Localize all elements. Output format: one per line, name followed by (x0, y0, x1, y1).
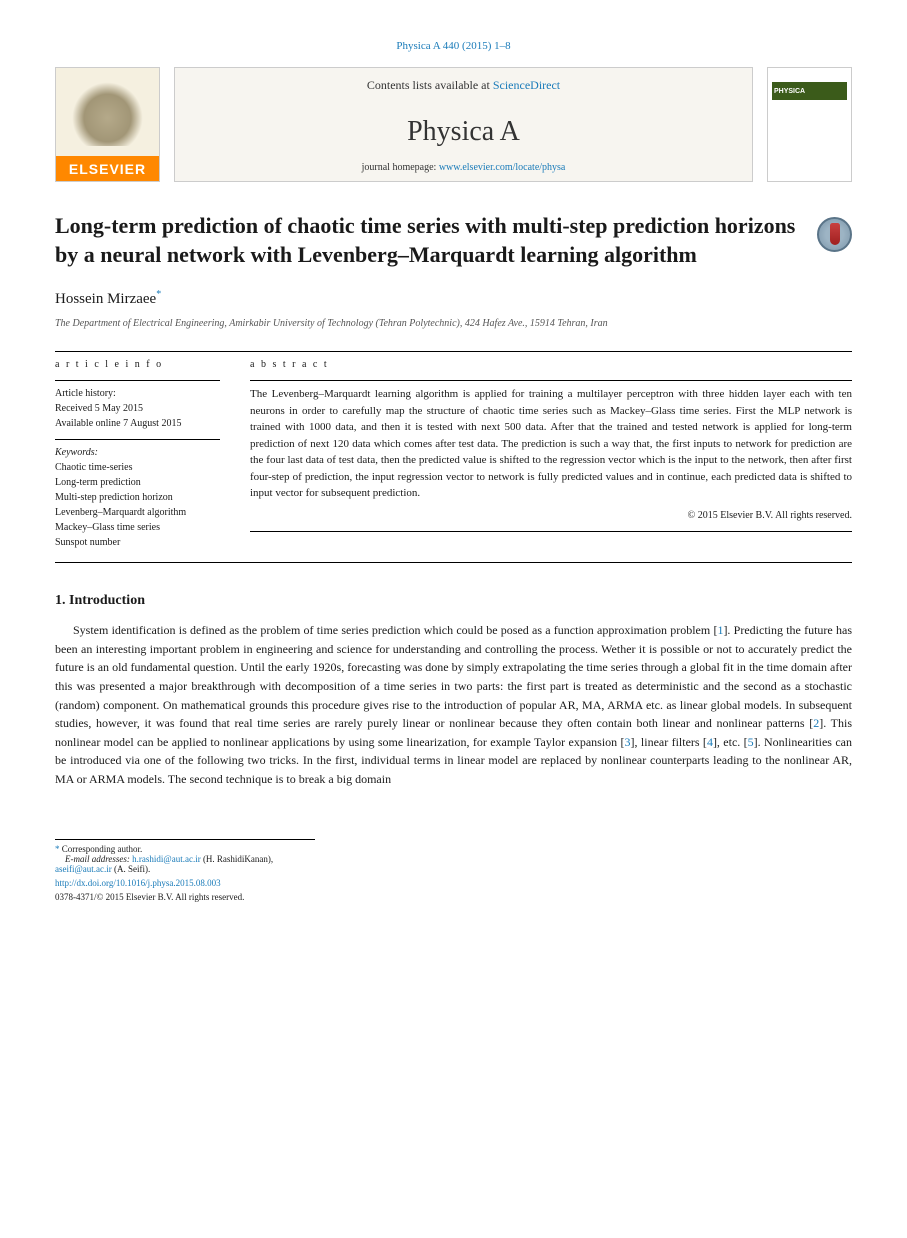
abstract-heading: a b s t r a c t (250, 357, 852, 372)
journal-header: ELSEVIER Contents lists available at Sci… (55, 67, 852, 182)
history-line: Received 5 May 2015 (55, 401, 220, 416)
info-hline (55, 380, 220, 381)
email-mid: (H. RashidiKanan), (201, 854, 273, 864)
affiliation: The Department of Electrical Engineering… (55, 318, 852, 329)
email-1-link[interactable]: h.rashidi@aut.ac.ir (132, 854, 201, 864)
email-prefix: E-mail addresses: (65, 854, 132, 864)
corresponding-star-icon: * (156, 289, 161, 300)
abstract-copyright: © 2015 Elsevier B.V. All rights reserved… (250, 508, 852, 523)
meta-bottom-divider (55, 562, 852, 563)
keyword: Long-term prediction (55, 475, 220, 490)
footnotes: * Corresponding author. E-mail addresses… (55, 839, 315, 874)
history-line: Article history: (55, 386, 220, 401)
p1-seg: ], linear filters [ (631, 735, 707, 749)
doi-line: http://dx.doi.org/10.1016/j.physa.2015.0… (55, 878, 852, 888)
p1-seg: ]. Predicting the future has been an int… (55, 623, 852, 730)
info-hline (55, 439, 220, 440)
top-divider (55, 351, 852, 352)
meta-block: a r t i c l e i n f o Article history: R… (55, 357, 852, 550)
elsevier-logo: ELSEVIER (55, 67, 160, 182)
crossmark-icon[interactable] (817, 217, 852, 252)
abstract-hline-bottom (250, 531, 852, 532)
keywords-heading: Keywords: (55, 445, 220, 460)
abstract-text: The Levenberg–Marquardt learning algorit… (250, 386, 852, 502)
abstract: a b s t r a c t The Levenberg–Marquardt … (250, 357, 852, 550)
sciencedirect-link[interactable]: ScienceDirect (493, 78, 560, 92)
keyword: Sunspot number (55, 535, 220, 550)
contents-line: Contents lists available at ScienceDirec… (367, 78, 560, 93)
header-center: Contents lists available at ScienceDirec… (174, 67, 753, 182)
keyword: Mackey–Glass time series (55, 520, 220, 535)
keyword: Multi-step prediction horizon (55, 490, 220, 505)
journal-cover-thumb: PHYSICA (767, 67, 852, 182)
contents-prefix: Contents lists available at (367, 78, 493, 92)
article-title: Long-term prediction of chaotic time ser… (55, 212, 852, 269)
homepage-prefix: journal homepage: (362, 162, 439, 173)
elsevier-wordmark: ELSEVIER (56, 161, 159, 177)
corresponding-note: Corresponding author. (62, 844, 143, 854)
p1-seg: ], etc. [ (713, 735, 748, 749)
section-1-title: 1. Introduction (55, 593, 852, 609)
keyword: Levenberg–Marquardt algorithm (55, 505, 220, 520)
homepage-link[interactable]: www.elsevier.com/locate/physa (439, 162, 566, 173)
top-citation: Physica A 440 (2015) 1–8 (55, 40, 852, 52)
author-1: Hossein Mirzaee (55, 291, 156, 307)
keyword: Chaotic time-series (55, 460, 220, 475)
email-2-link[interactable]: aseifi@aut.ac.ir (55, 864, 112, 874)
article-info: a r t i c l e i n f o Article history: R… (55, 357, 220, 550)
cover-title: PHYSICA (772, 82, 847, 100)
authors: Hossein Mirzaee* (55, 289, 852, 308)
section-1-body: System identification is defined as the … (55, 621, 852, 788)
journal-name: Physica A (407, 116, 520, 148)
doi-link[interactable]: http://dx.doi.org/10.1016/j.physa.2015.0… (55, 878, 221, 888)
article-info-heading: a r t i c l e i n f o (55, 357, 220, 372)
history-line: Available online 7 August 2015 (55, 416, 220, 431)
homepage-line: journal homepage: www.elsevier.com/locat… (362, 162, 566, 173)
p1-seg: System identification is defined as the … (73, 623, 717, 637)
email-end: (A. Seifi). (112, 864, 151, 874)
abstract-hline (250, 380, 852, 381)
issn-line: 0378-4371/© 2015 Elsevier B.V. All right… (55, 892, 852, 902)
